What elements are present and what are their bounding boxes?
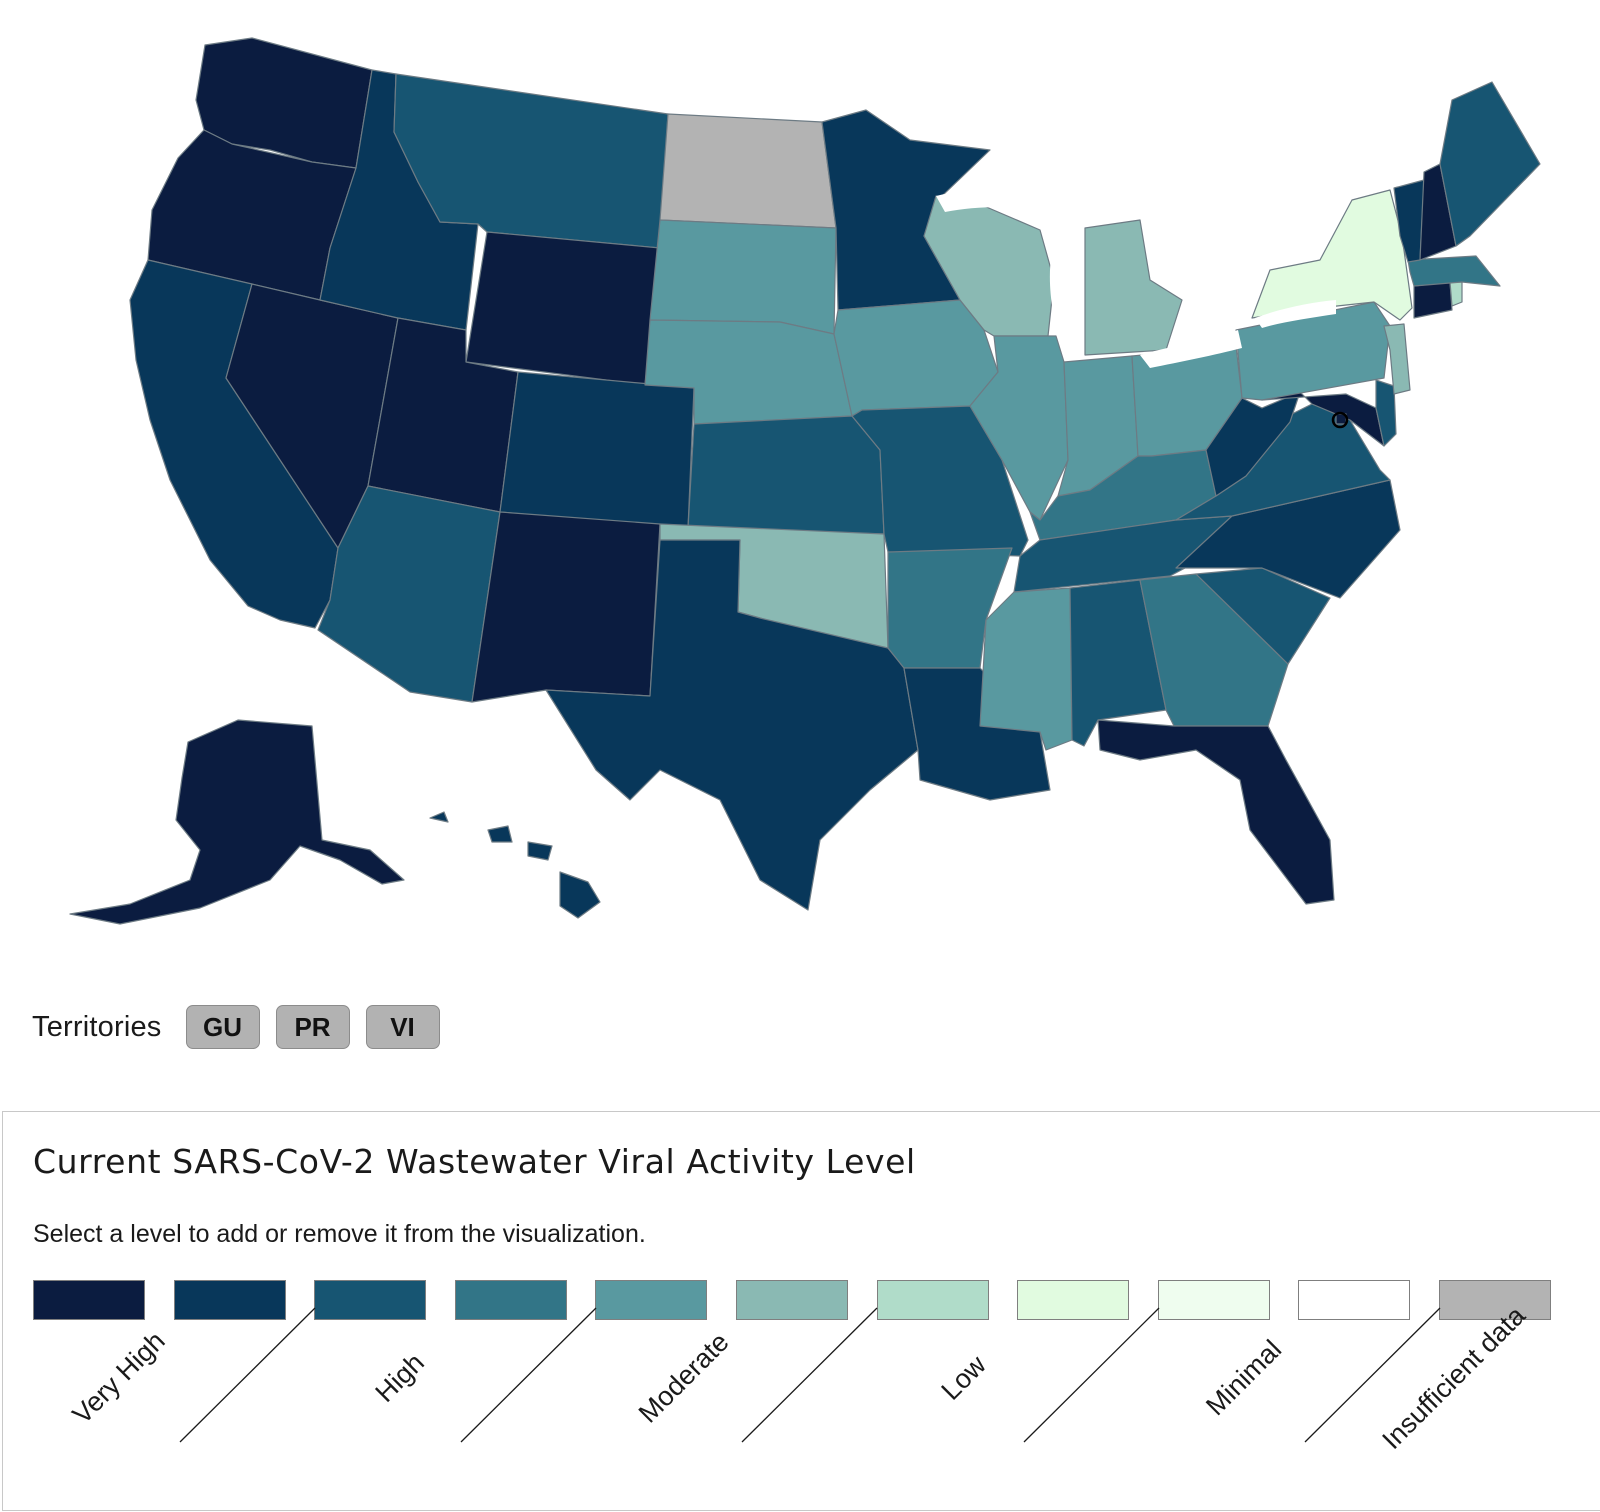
state-nd[interactable] [659,113,837,229]
legend-separator [460,1307,597,1443]
territory-button-pr[interactable]: PR [275,1005,350,1049]
state-nm[interactable] [471,511,661,703]
legend-separator [1023,1307,1160,1443]
legend-title: Current SARS-CoV-2 Wastewater Viral Acti… [33,1142,916,1181]
great-lakes [936,188,1336,368]
legend-level-label[interactable]: Insufficient data [1376,1300,1531,1455]
state-de[interactable] [1375,379,1397,447]
territories-label: Territories [32,1010,162,1043]
legend-swatch-8[interactable] [1017,1280,1130,1320]
legend-panel: Current SARS-CoV-2 Wastewater Viral Acti… [2,1111,1600,1511]
legend-swatch-5[interactable] [595,1280,708,1320]
state-ms[interactable] [979,587,1073,751]
state-me[interactable] [1439,81,1541,247]
dc-marker[interactable] [1331,411,1349,429]
legend-swatch-9[interactable] [1157,1280,1270,1320]
us-choropleth-map [69,37,1541,925]
state-nj[interactable] [1383,323,1411,395]
legend-separator [179,1307,316,1443]
state-ks[interactable] [687,415,885,535]
state-wa[interactable] [195,37,373,169]
state-md[interactable] [1261,391,1385,447]
legend-level-label[interactable]: Minimal [1200,1334,1287,1421]
legend-level-label[interactable]: High [369,1347,429,1407]
legend-level-label[interactable]: Very High [67,1326,171,1430]
legend-instruction: Select a level to add or remove it from … [33,1220,646,1248]
state-wv[interactable] [1205,391,1301,497]
state-ri[interactable] [1449,281,1463,307]
legend-separator [741,1307,878,1443]
state-tx[interactable] [545,539,919,911]
legend-swatch-6[interactable] [736,1280,848,1320]
states-layer [69,37,1541,925]
state-hi[interactable] [429,811,601,919]
legend-separator [1304,1307,1441,1443]
state-fl[interactable] [1097,719,1335,905]
legend-swatch-1[interactable] [33,1280,145,1320]
state-ak[interactable] [69,719,405,925]
state-wy[interactable] [465,231,661,386]
legend-swatch-3[interactable] [314,1280,427,1320]
legend-swatch-11[interactable] [1439,1280,1551,1320]
legend-swatch-7[interactable] [876,1280,989,1320]
state-ma[interactable] [1407,255,1501,287]
state-co[interactable] [499,371,695,529]
territory-button-gu[interactable]: GU [185,1005,260,1049]
legend-labels: Very High High Moderate Low Minimal Insuffici… [67,1300,1532,1455]
territory-button-vi[interactable]: VI [365,1005,440,1049]
legend-level-label[interactable]: Low [936,1349,993,1406]
map-canvas [69,37,1541,925]
state-sd[interactable] [649,219,837,335]
state-sc[interactable] [1195,567,1331,665]
legend-level-label[interactable]: Moderate [633,1327,735,1429]
state-ct[interactable] [1413,281,1453,319]
legend-swatch-4[interactable] [454,1280,567,1320]
state-mi[interactable] [1084,219,1183,356]
state-vt[interactable] [1393,179,1425,263]
territories-row: Territories GU PR VI [32,1004,456,1050]
legend-swatch-2[interactable] [173,1280,286,1320]
legend-swatch-10[interactable] [1298,1280,1411,1320]
